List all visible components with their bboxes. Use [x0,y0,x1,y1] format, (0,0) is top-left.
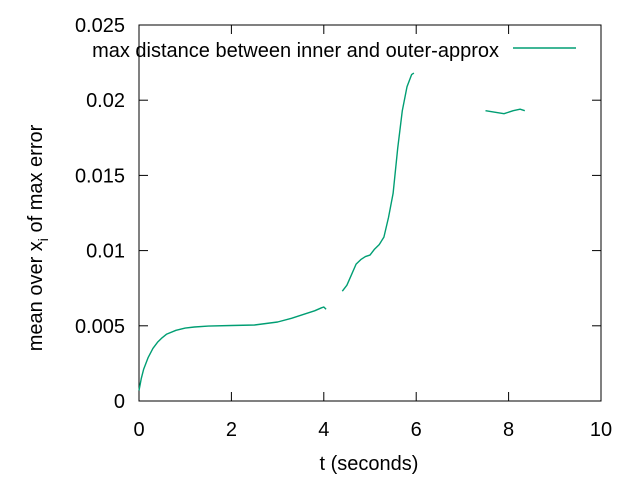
y-axis-label-suffix: of max error [25,124,47,238]
x-axis-label: t (seconds) [320,453,419,475]
x-tick-label: 8 [503,419,514,441]
y-axis-label-subscript: i [35,238,51,241]
legend-label: max distance between inner and outer-app… [92,40,499,62]
plot-border [138,24,602,402]
x-tick-label: 6 [411,419,422,441]
axis-ticks [138,24,602,402]
series-line-segment [485,108,526,115]
y-tick-label: 0.025 [75,15,125,37]
x-tick-label: 10 [590,419,612,441]
y-tick-label: 0.01 [86,241,125,263]
y-tick-label: 0.005 [75,316,125,338]
legend: max distance between inner and outer-app… [92,40,576,62]
series-layer [138,72,526,391]
y-axis-label-prefix: mean over x [25,241,47,351]
series-line-segment [138,306,327,391]
x-tick-label: 0 [133,419,144,441]
plot-frame [138,24,602,402]
series-line-segment [341,72,415,292]
axis-tick-labels: 0 2 4 6 8 10 0 0.005 0.01 0.015 0.02 0.025 [75,15,612,441]
y-tick-label: 0.02 [86,90,125,112]
x-tick-label: 4 [318,419,329,441]
y-tick-label: 0 [114,391,125,413]
y-tick-label: 0.015 [75,165,125,187]
y-axis-label: mean over xi of max error [25,124,51,351]
x-tick-label: 2 [226,419,237,441]
